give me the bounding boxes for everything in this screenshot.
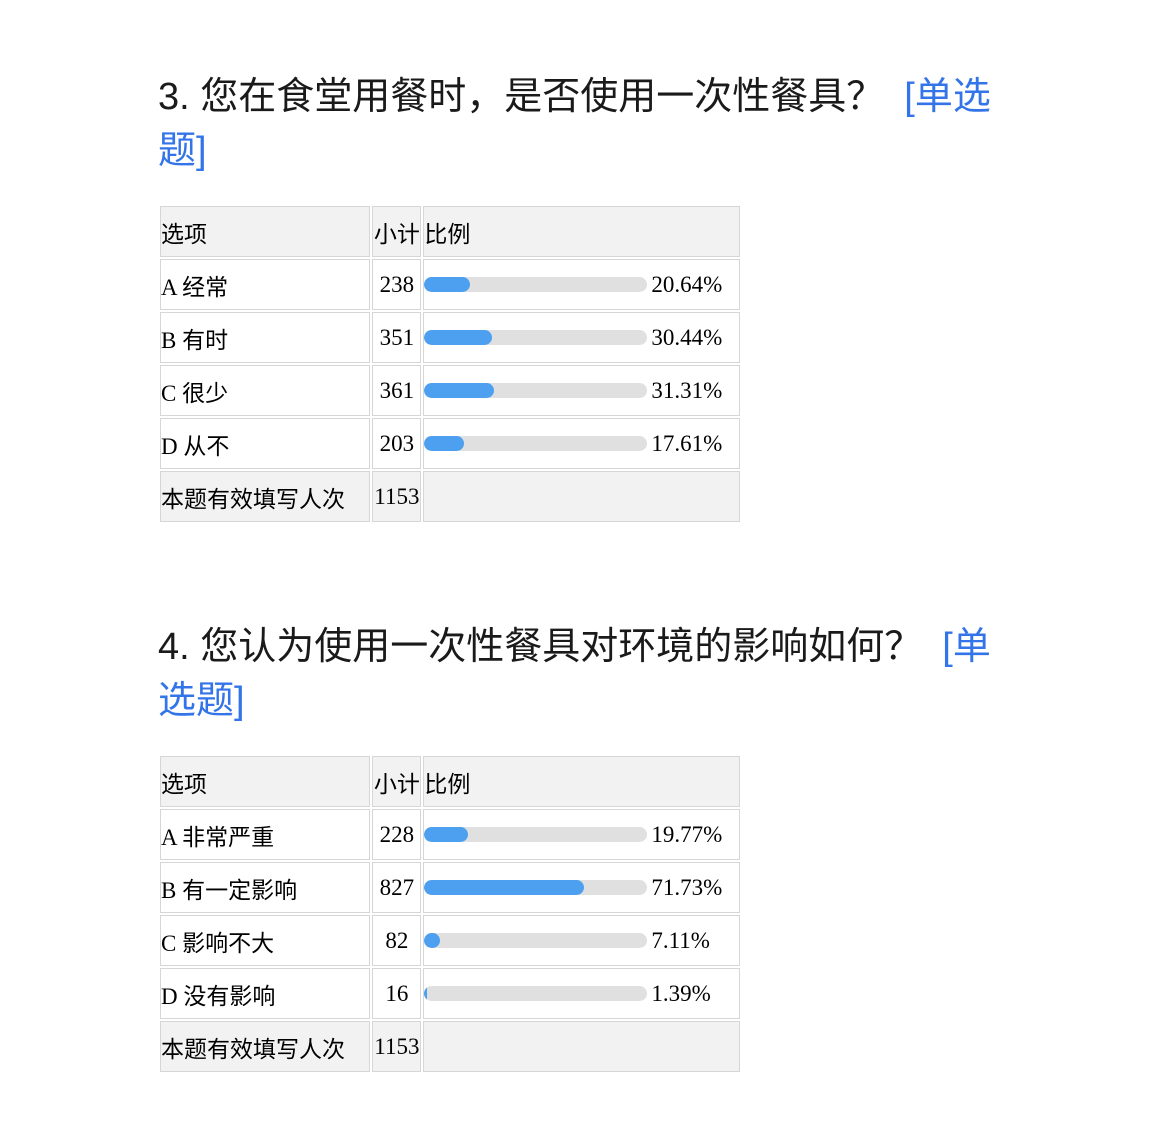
stats-table: 选项 小计 比例 A 非常严重 228 19.77% — [158, 754, 742, 1074]
percent-bar: 30.44% — [424, 325, 739, 351]
percent-bar-track — [424, 277, 648, 292]
table-row: D 从不 203 17.61% — [160, 418, 740, 469]
percent-bar-track — [424, 986, 648, 1001]
question-type-tag: [单选题] — [158, 76, 991, 172]
percent-label: 31.31% — [651, 377, 723, 403]
percent-bar: 7.11% — [424, 928, 739, 954]
stats-table: 选项 小计 比例 A 经常 238 20.64% — [158, 204, 742, 524]
ratio-cell: 71.73% — [423, 862, 740, 913]
valid-responses-count: 1153 — [372, 1021, 422, 1072]
percent-bar-fill — [424, 986, 428, 1001]
ratio-cell: 17.61% — [423, 418, 740, 469]
percent-label: 30.44% — [651, 324, 723, 350]
table-row: B 有时 351 30.44% — [160, 312, 740, 363]
percent-bar-track — [424, 827, 648, 842]
col-header-ratio: 比例 — [423, 206, 740, 257]
table-row: C 影响不大 82 7.11% — [160, 915, 740, 966]
question-title-text: 4. 您认为使用一次性餐具对环境的影响如何？ — [158, 626, 923, 668]
ratio-cell: 30.44% — [423, 312, 740, 363]
col-header-count: 小计 — [372, 756, 422, 807]
col-header-count: 小计 — [372, 206, 422, 257]
question-title-text: 3. 您在食堂用餐时，是否使用一次性餐具？ — [158, 76, 885, 118]
col-header-option: 选项 — [160, 756, 371, 807]
percent-label: 71.73% — [651, 874, 723, 900]
table-row: D 没有影响 16 1.39% — [160, 968, 740, 1019]
percent-bar: 71.73% — [424, 875, 739, 901]
count-value: 351 — [372, 312, 422, 363]
percent-bar: 17.61% — [424, 431, 739, 457]
count-value: 228 — [372, 809, 422, 860]
percent-bar-fill — [424, 880, 585, 895]
percent-bar-fill — [424, 827, 469, 842]
count-value: 238 — [372, 259, 422, 310]
table-footer-row: 本题有效填写人次 1153 — [160, 471, 740, 522]
ratio-cell: 20.64% — [423, 259, 740, 310]
count-value: 361 — [372, 365, 422, 416]
ratio-cell: 19.77% — [423, 809, 740, 860]
percent-bar-track — [424, 436, 648, 451]
table-header-row: 选项 小计 比例 — [160, 756, 740, 807]
percent-bar-fill — [424, 436, 464, 451]
question-block-4: 4. 您认为使用一次性餐具对环境的影响如何？ [单选题] 选项 小计 比例 A 非… — [158, 620, 1170, 1074]
table-row: B 有一定影响 827 71.73% — [160, 862, 740, 913]
question-title: 4. 您认为使用一次性餐具对环境的影响如何？ [单选题] — [158, 620, 1008, 728]
percent-label: 7.11% — [651, 927, 710, 953]
percent-label: 19.77% — [651, 821, 723, 847]
table-row: A 经常 238 20.64% — [160, 259, 740, 310]
count-value: 827 — [372, 862, 422, 913]
percent-label: 1.39% — [651, 980, 711, 1006]
percent-bar: 31.31% — [424, 378, 739, 404]
count-value: 16 — [372, 968, 422, 1019]
ratio-cell: 31.31% — [423, 365, 740, 416]
question-type-tag: [单选题] — [158, 626, 991, 722]
percent-label: 17.61% — [651, 430, 723, 456]
survey-report-page: 3. 您在食堂用餐时，是否使用一次性餐具？ [单选题] 选项 小计 比例 A 经常… — [158, 70, 1170, 1074]
valid-responses-label: 本题有效填写人次 — [160, 471, 371, 522]
option-label: C 影响不大 — [160, 915, 371, 966]
count-value: 82 — [372, 915, 422, 966]
count-value: 203 — [372, 418, 422, 469]
percent-bar: 20.64% — [424, 272, 739, 298]
option-label: D 没有影响 — [160, 968, 371, 1019]
ratio-cell: 1.39% — [423, 968, 740, 1019]
question-block-3: 3. 您在食堂用餐时，是否使用一次性餐具？ [单选题] 选项 小计 比例 A 经常… — [158, 70, 1170, 524]
option-label: A 非常严重 — [160, 809, 371, 860]
table-header-row: 选项 小计 比例 — [160, 206, 740, 257]
table-row: A 非常严重 228 19.77% — [160, 809, 740, 860]
option-label: C 很少 — [160, 365, 371, 416]
percent-bar-track — [424, 330, 648, 345]
percent-bar-track — [424, 383, 648, 398]
percent-bar: 19.77% — [424, 822, 739, 848]
valid-responses-label: 本题有效填写人次 — [160, 1021, 371, 1072]
percent-label: 20.64% — [651, 271, 723, 297]
percent-bar-track — [424, 880, 648, 895]
col-header-ratio: 比例 — [423, 756, 740, 807]
option-label: B 有一定影响 — [160, 862, 371, 913]
percent-bar-fill — [424, 933, 441, 948]
col-header-option: 选项 — [160, 206, 371, 257]
table-row: C 很少 361 31.31% — [160, 365, 740, 416]
option-label: B 有时 — [160, 312, 371, 363]
ratio-cell: 7.11% — [423, 915, 740, 966]
percent-bar-fill — [424, 383, 495, 398]
table-footer-row: 本题有效填写人次 1153 — [160, 1021, 740, 1072]
percent-bar-track — [424, 933, 648, 948]
percent-bar: 1.39% — [424, 981, 739, 1007]
percent-bar-fill — [424, 330, 493, 345]
footer-empty-cell — [423, 1021, 740, 1072]
percent-bar-fill — [424, 277, 471, 292]
option-label: D 从不 — [160, 418, 371, 469]
footer-empty-cell — [423, 471, 740, 522]
valid-responses-count: 1153 — [372, 471, 422, 522]
option-label: A 经常 — [160, 259, 371, 310]
question-title: 3. 您在食堂用餐时，是否使用一次性餐具？ [单选题] — [158, 70, 1008, 178]
